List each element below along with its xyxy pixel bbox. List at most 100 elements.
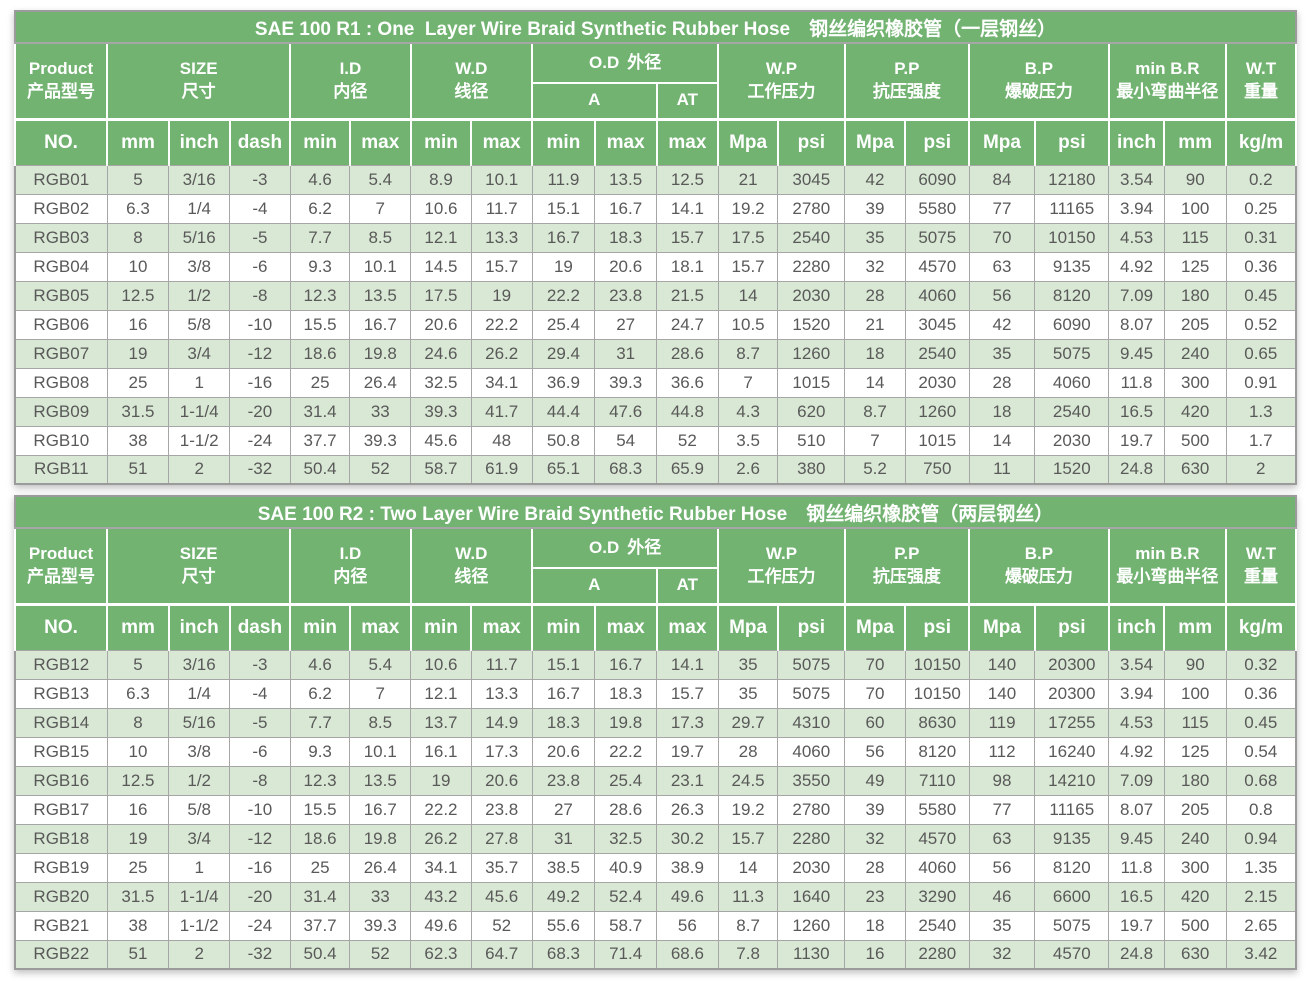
value-cell: -24 [229,910,291,941]
value-cell: 37.7 [289,910,351,941]
group-label-en: Product [28,58,94,78]
value-cell: -4 [229,193,291,224]
value-cell: 3/8 [168,736,231,767]
value-cell: 205 [1163,309,1227,340]
value-cell: 12.5 [106,280,170,311]
group-label-zh: 线径 [454,566,489,586]
value-cell: 4060 [904,280,970,311]
value-cell: 23.1 [656,765,719,796]
value-cell: 35 [717,649,779,680]
value-cell: 33 [349,881,412,912]
product-no-cell: RGB18 [14,823,108,854]
value-cell: 19.7 [656,736,719,767]
value-cell: -16 [229,852,291,883]
group-label-en: O.D [589,52,620,72]
value-cell: 25.4 [594,765,658,796]
value-cell: 14 [968,425,1036,456]
value-cell: 26.2 [470,338,533,369]
value-cell: 2030 [777,280,846,311]
value-cell: 14 [844,367,906,398]
value-cell: 1/2 [168,280,231,311]
value-cell: 5.4 [349,164,412,195]
value-cell: 43.2 [410,881,472,912]
value-cell: 500 [1163,425,1227,456]
value-cell: 28.6 [594,794,658,825]
value-cell: 2 [168,454,231,485]
value-cell: 1 [168,367,231,398]
value-cell: 13.7 [410,707,472,738]
value-cell: 28 [968,367,1036,398]
value-cell: 35 [717,678,779,709]
value-cell: 19 [470,280,533,311]
unit-header: mm [1163,119,1228,166]
unit-header: Mpa [843,604,907,651]
group-label-en: W.T [1245,543,1277,563]
unit-header: max [655,119,720,166]
product-no-cell: RGB06 [14,309,108,340]
value-cell: 49.2 [531,881,596,912]
value-cell: 25 [106,852,170,883]
value-cell: -12 [229,338,291,369]
value-cell: 11.9 [531,164,596,195]
value-cell: 8.07 [1108,794,1165,825]
value-cell: 26.4 [349,367,412,398]
value-cell: 50.4 [289,454,351,485]
value-cell: -6 [229,736,291,767]
value-cell: 115 [1163,707,1227,738]
value-cell: 35 [968,338,1036,369]
product-no-cell: RGB04 [14,251,108,282]
value-cell: 41.7 [470,396,533,427]
value-cell: 7 [349,193,412,224]
value-cell: 22.2 [470,309,533,340]
product-no-cell: RGB15 [14,736,108,767]
value-cell: 2540 [1034,396,1110,427]
col-group-size: SIZE 尺寸 [106,43,292,121]
value-cell: 77 [968,193,1036,224]
unit-header: psi [1033,604,1110,651]
value-cell: 68.3 [531,939,596,970]
value-cell: 15.7 [717,823,779,854]
value-cell: 19.7 [1108,425,1165,456]
unit-header: psi [776,119,846,166]
value-cell: 16 [106,309,170,340]
unit-header: dash [228,119,292,166]
value-cell: 100 [1163,193,1227,224]
product-no-cell: RGB01 [14,164,108,195]
value-cell: 27 [594,309,658,340]
value-cell: 68.6 [656,939,719,970]
group-label-en: Product [28,543,94,563]
value-cell: 33 [349,396,412,427]
value-cell: 14.1 [656,649,719,680]
value-cell: 9.45 [1108,338,1165,369]
table-row: RGB10 38 1-1/2 -24 37.7 39.3 45.6 48 50.8 54 52 3.5… [14,425,1297,456]
value-cell: 4.6 [289,649,351,680]
col-group-pp: P.P 抗压强度 [843,528,971,606]
value-cell: 0.45 [1225,280,1297,311]
value-cell: 71.4 [594,939,658,970]
table-row: RGB06 16 5/8 -10 15.5 16.7 20.6 22.2 25.4 27 24.7 1… [14,309,1297,340]
value-cell: 5075 [777,649,846,680]
value-cell: 5075 [904,222,970,253]
value-cell: 9.3 [289,251,351,282]
value-cell: 2280 [777,251,846,282]
unit-header: mm [1163,604,1228,651]
unit-header: min [409,119,473,166]
product-no-cell: RGB17 [14,794,108,825]
value-cell: 3/8 [168,251,231,282]
value-cell: 1/2 [168,765,231,796]
value-cell: 39.3 [410,396,472,427]
col-group-wd: W.D 线径 [409,528,534,606]
value-cell: 0.94 [1225,823,1297,854]
value-cell: 7110 [904,765,970,796]
value-cell: 100 [1163,678,1227,709]
value-cell: 1520 [1034,454,1110,485]
group-label-zh: 外径 [627,537,662,557]
table-row: RGB21 38 1-1/2 -24 37.7 39.3 49.6 52 55.6 58.7 56 8… [14,910,1297,941]
value-cell: 39.3 [594,367,658,398]
value-cell: 8.7 [844,396,906,427]
value-cell: 8120 [1034,280,1110,311]
value-cell: 6.3 [106,678,170,709]
value-cell: 11 [968,454,1036,485]
table-body-r1: RGB01 5 3/16 -3 4.6 5.4 8.9 10.1 11.9 13.5 12.5 21 3… [14,164,1297,485]
